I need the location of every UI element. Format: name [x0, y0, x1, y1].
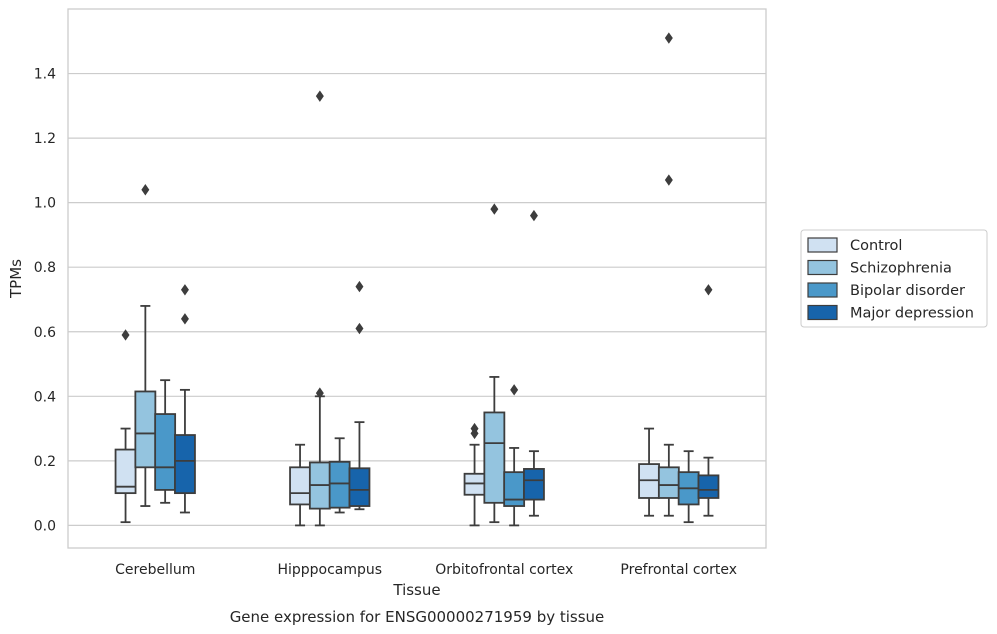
legend-swatch: [807, 304, 838, 321]
iqr-box: [657, 466, 680, 499]
iqr-box: [289, 466, 311, 506]
box-0-2: [463, 422, 486, 527]
legend-swatch: [807, 282, 838, 298]
outlier-point: [529, 209, 538, 222]
x-tick-label: Cerebellum: [115, 562, 195, 578]
legend-label: Schizophrenia: [850, 261, 952, 277]
iqr-box: [328, 460, 351, 509]
outlier-point: [121, 329, 130, 341]
outlier-point: [355, 280, 364, 293]
legend-label: Major depression: [850, 306, 974, 322]
y-tick-label: 0.0: [34, 518, 56, 534]
outlier-point: [355, 322, 364, 335]
iqr-box: [174, 434, 196, 495]
outlier-point: [315, 90, 324, 102]
y-tick-label: 0.2: [34, 454, 56, 470]
box-1-2: [483, 203, 506, 524]
axes-frame: [67, 8, 767, 549]
box-3-0: [174, 284, 196, 514]
box-2-2: [503, 384, 526, 527]
legend-swatch: [807, 259, 838, 276]
outlier-point: [490, 203, 499, 215]
outlier-point: [180, 313, 189, 325]
box-3-3: [697, 284, 720, 517]
box-3-2: [523, 209, 545, 517]
outlier-point: [180, 284, 189, 296]
iqr-box: [697, 474, 720, 499]
x-tick-label: Prefrontal cortex: [620, 562, 737, 578]
iqr-box: [114, 448, 137, 495]
chart-caption: Gene expression for ENSG00000271959 by t…: [230, 608, 605, 626]
x-axis-label: Tissue: [392, 581, 440, 599]
y-axis-label: TPMs: [7, 259, 25, 299]
legend-items: Control Schizophrenia Bipolar disorder Majo…: [807, 237, 974, 322]
box-1-3: [657, 32, 680, 517]
outlier-point: [510, 384, 519, 396]
y-tick-label: 1.0: [34, 196, 56, 212]
y-tick-label: 1.2: [34, 131, 56, 147]
outlier-point: [470, 422, 479, 435]
iqr-box: [348, 467, 371, 507]
outlier-point: [704, 284, 713, 296]
x-tick-labels: Cerebellum Hipppocampus Orbitofrontal cort…: [115, 562, 737, 578]
legend-frame: [800, 229, 988, 328]
outlier-point: [664, 174, 673, 186]
x-tick-label: Hipppocampus: [277, 562, 382, 578]
y-tick-label: 0.4: [34, 389, 56, 405]
legend: Control Schizophrenia Bipolar disorder Majo…: [800, 229, 988, 328]
box-2-0: [154, 379, 177, 504]
box-3-1: [348, 280, 371, 511]
box-0-3: [638, 427, 660, 517]
y-tick-label: 0.6: [34, 325, 56, 341]
y-tick-label: 1.4: [34, 67, 56, 83]
iqr-box: [483, 411, 506, 504]
iqr-box: [523, 468, 545, 501]
box-plot-marks: [114, 32, 720, 527]
x-tick-label: Orbitofrontal cortex: [435, 562, 573, 578]
legend-label: Bipolar disorder: [850, 283, 965, 299]
outlier-point: [315, 387, 324, 399]
box-0-1: [289, 443, 311, 527]
box-1-1: [308, 90, 331, 527]
iqr-box: [134, 390, 157, 469]
legend-swatch: [807, 237, 838, 253]
box-2-3: [677, 450, 700, 524]
box-1-0: [134, 184, 157, 507]
legend-label: Control: [850, 238, 902, 254]
box-0-0: [114, 329, 137, 524]
y-tick-label: 0.8: [34, 260, 56, 276]
iqr-box: [154, 413, 177, 491]
box-2-1: [328, 437, 351, 514]
outlier-point: [141, 184, 150, 196]
iqr-box: [503, 471, 526, 507]
y-tick-labels: 0.0 0.2 0.4 0.6 0.8 1.0 1.2 1.4: [34, 67, 56, 535]
outlier-point: [664, 32, 673, 44]
